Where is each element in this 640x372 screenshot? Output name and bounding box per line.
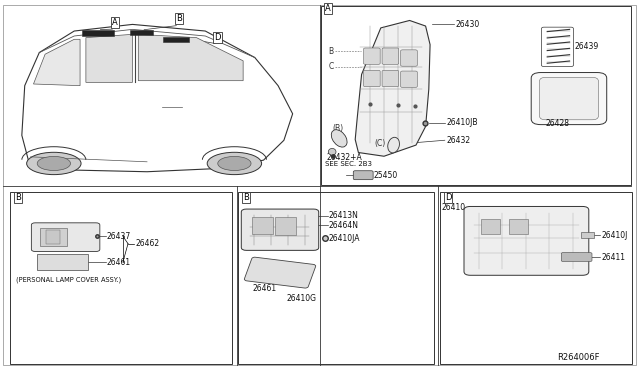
Text: B: B — [15, 193, 21, 202]
Text: 26410JB: 26410JB — [447, 118, 478, 127]
FancyBboxPatch shape — [464, 206, 589, 275]
Text: 26432+A: 26432+A — [326, 153, 362, 162]
Text: C: C — [328, 62, 333, 71]
Text: (C): (C) — [374, 140, 386, 148]
FancyBboxPatch shape — [531, 73, 607, 125]
FancyBboxPatch shape — [382, 48, 399, 64]
Text: 26464N: 26464N — [329, 221, 359, 230]
Bar — [81, 30, 113, 36]
Bar — [252, 217, 273, 234]
Text: 26410JA: 26410JA — [329, 234, 360, 243]
Text: 26410J: 26410J — [602, 231, 628, 240]
FancyBboxPatch shape — [364, 70, 380, 87]
Bar — [10, 192, 232, 364]
Text: 26437: 26437 — [107, 232, 131, 241]
FancyBboxPatch shape — [561, 253, 592, 262]
Text: 26410G: 26410G — [287, 294, 317, 303]
Bar — [275, 217, 296, 235]
Text: 26461: 26461 — [253, 284, 277, 293]
FancyBboxPatch shape — [364, 48, 380, 64]
FancyBboxPatch shape — [244, 257, 316, 288]
Polygon shape — [355, 20, 430, 156]
Text: R264006F: R264006F — [557, 353, 599, 362]
Bar — [130, 30, 153, 35]
Polygon shape — [138, 34, 243, 81]
Text: A: A — [325, 4, 330, 13]
Bar — [321, 6, 631, 185]
Ellipse shape — [332, 130, 347, 147]
Text: 26461: 26461 — [107, 258, 131, 267]
FancyBboxPatch shape — [401, 50, 417, 66]
Bar — [37, 254, 88, 270]
Text: 26439: 26439 — [575, 42, 599, 51]
Text: SEE SEC. 2B3: SEE SEC. 2B3 — [325, 161, 372, 167]
FancyBboxPatch shape — [353, 171, 373, 180]
Text: D: D — [214, 33, 221, 42]
Text: 26432: 26432 — [447, 136, 471, 145]
Text: 26428: 26428 — [546, 119, 570, 128]
Text: D: D — [445, 193, 451, 202]
Text: 26411: 26411 — [602, 253, 625, 262]
Text: A: A — [113, 18, 118, 27]
Text: B: B — [243, 193, 250, 202]
Bar — [509, 219, 528, 234]
Text: (PERSONAL LAMP COVER ASSY.): (PERSONAL LAMP COVER ASSY.) — [16, 276, 121, 283]
Text: 26413N: 26413N — [329, 211, 359, 220]
Ellipse shape — [328, 148, 336, 155]
FancyBboxPatch shape — [401, 71, 417, 87]
Text: 26410: 26410 — [442, 203, 466, 212]
Ellipse shape — [207, 152, 262, 174]
FancyBboxPatch shape — [241, 209, 319, 250]
Bar — [481, 219, 500, 234]
Ellipse shape — [218, 156, 251, 170]
Bar — [163, 37, 189, 42]
Bar — [238, 192, 434, 364]
Text: (B): (B) — [332, 124, 343, 133]
Text: 26430: 26430 — [456, 20, 480, 29]
Bar — [46, 230, 60, 244]
FancyBboxPatch shape — [540, 77, 598, 120]
FancyBboxPatch shape — [31, 223, 100, 251]
Text: 25450: 25450 — [373, 171, 397, 180]
Bar — [581, 232, 594, 238]
Polygon shape — [33, 39, 80, 86]
Text: 26462: 26462 — [136, 239, 160, 248]
FancyBboxPatch shape — [382, 70, 399, 87]
Bar — [40, 228, 67, 246]
Bar — [440, 192, 632, 364]
Ellipse shape — [388, 137, 399, 153]
Ellipse shape — [37, 156, 70, 170]
Ellipse shape — [27, 152, 81, 174]
Polygon shape — [86, 34, 132, 82]
Text: B: B — [328, 47, 333, 56]
Text: B: B — [176, 14, 182, 23]
